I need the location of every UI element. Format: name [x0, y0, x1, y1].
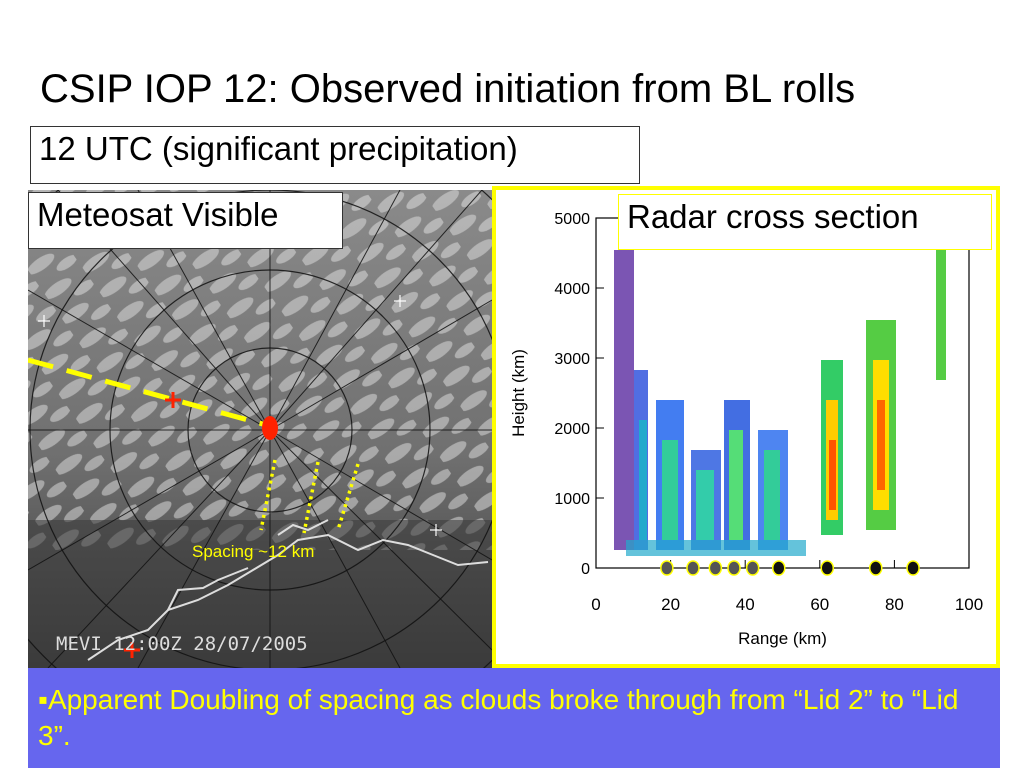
- y-tick-label: 0: [581, 561, 590, 578]
- bullet-line: Apparent Doubling of spacing as clouds b…: [38, 684, 959, 751]
- satellite-graphic: Spacing ~12 km MEVI 12:00Z 28/07/2005: [28, 190, 492, 668]
- ground-marker: [820, 560, 835, 576]
- bullet-marker: ▪: [38, 684, 48, 715]
- y-tick-label: 5000: [554, 211, 590, 228]
- x-tick-label: 80: [885, 595, 904, 614]
- ground-marker: [869, 560, 883, 576]
- ground-markers: [660, 560, 920, 576]
- spacing-annotation: Spacing ~12 km: [192, 542, 314, 561]
- x-axis-label: Range (km): [738, 629, 827, 648]
- satellite-timestamp: MEVI 12:00Z 28/07/2005: [56, 633, 308, 655]
- ground-marker: [772, 560, 786, 576]
- y-tick-label: 4000: [554, 281, 590, 298]
- ground-marker: [686, 560, 700, 576]
- ground-marker: [727, 560, 741, 576]
- x-tick-label: 40: [736, 595, 755, 614]
- x-tick-label: 60: [810, 595, 829, 614]
- red-cross-marker: [124, 642, 140, 658]
- y-tick-label: 1000: [554, 491, 590, 508]
- meteosat-label: Meteosat Visible: [28, 192, 343, 249]
- reflectivity-echoes: [614, 250, 946, 556]
- ground-marker: [745, 560, 760, 576]
- coastline: [87, 519, 489, 661]
- slide-title: CSIP IOP 12: Observed initiation from BL…: [40, 67, 856, 111]
- ground-marker: [660, 560, 674, 576]
- y-tick-label: 2000: [554, 421, 590, 438]
- x-tick-label: 0: [591, 595, 600, 614]
- meteosat-image: Spacing ~12 km MEVI 12:00Z 28/07/2005: [28, 190, 492, 668]
- roll-spacing-lines: [259, 459, 360, 534]
- bullet-band: ▪Apparent Doubling of spacing as clouds …: [28, 668, 1000, 768]
- radar-label: Radar cross section: [618, 194, 992, 250]
- ground-marker: [906, 560, 920, 576]
- radial-spokes: [28, 190, 492, 668]
- grid-cross-marker: [38, 295, 442, 536]
- radar-site-marker: [262, 416, 278, 440]
- y-tick-label: 3000: [554, 351, 590, 368]
- ground-marker: [708, 560, 723, 576]
- time-label: 12 UTC (significant precipitation): [30, 126, 640, 184]
- bullet-text: ▪Apparent Doubling of spacing as clouds …: [38, 682, 978, 754]
- x-tick-label: 100: [955, 595, 983, 614]
- radar-panel: 0 20 40 60 80 100 0 1000 2000 3000 4000 5000 Range …: [492, 186, 1000, 668]
- y-axis-label: Height (km): [509, 349, 528, 437]
- cross-section-line: [28, 357, 271, 429]
- x-tick-label: 20: [661, 595, 680, 614]
- red-cross-marker: [165, 392, 181, 408]
